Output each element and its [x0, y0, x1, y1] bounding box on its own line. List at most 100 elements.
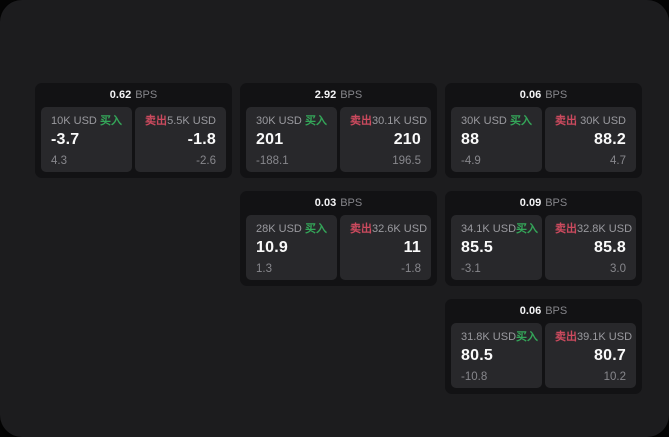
buy-amount: 30K USD — [461, 115, 507, 127]
quote-grid: 0.62 BPS 10K USD 买入 -3.7 4.3 卖出 5.5K USD — [35, 83, 642, 394]
buy-panel-top: 30K USD 买入 — [461, 115, 532, 128]
bps-unit-label: BPS — [545, 89, 568, 101]
buy-price: 201 — [256, 131, 284, 148]
sell-panel-top: 卖出 5.5K USD — [145, 115, 216, 128]
sell-panel-top: 卖出 32.8K USD — [555, 223, 632, 236]
buy-change: -3.1 — [461, 263, 481, 275]
sell-quote-panel[interactable]: 卖出 5.5K USD -1.8 -2.6 — [135, 107, 226, 172]
buy-side-label: 买入 — [510, 115, 532, 127]
buy-side-label: 买入 — [305, 115, 327, 127]
quote-panels: 28K USD 买入 10.9 1.3 卖出 32.6K USD 11 -1.8 — [246, 215, 431, 280]
sell-change: 3.0 — [610, 263, 626, 275]
sell-amount: 30K USD — [580, 115, 626, 127]
buy-panel-top: 28K USD 买入 — [256, 223, 327, 236]
quote-panels: 31.8K USD 买入 80.5 -10.8 卖出 39.1K USD 80.… — [451, 323, 636, 388]
quote-panels: 34.1K USD 买入 85.5 -3.1 卖出 32.8K USD 85.8… — [451, 215, 636, 280]
buy-quote-panel[interactable]: 30K USD 买入 88 -4.9 — [451, 107, 542, 172]
buy-amount: 28K USD — [256, 223, 302, 235]
bps-unit-label: BPS — [545, 305, 568, 317]
bps-value: 2.92 — [314, 89, 337, 101]
sell-price: 11 — [403, 239, 421, 256]
sell-price: 88.2 — [594, 131, 626, 148]
sell-change: 10.2 — [603, 371, 626, 383]
sell-price: 85.8 — [594, 239, 626, 256]
sell-quote-panel[interactable]: 卖出 32.8K USD 85.8 3.0 — [545, 215, 636, 280]
sell-quote-panel[interactable]: 卖出 32.6K USD 11 -1.8 — [340, 215, 431, 280]
buy-amount: 34.1K USD — [461, 223, 517, 235]
quote-panels: 30K USD 买入 201 -188.1 卖出 30.1K USD 210 1… — [246, 107, 431, 172]
sell-panel-top: 卖出 32.6K USD — [350, 223, 427, 236]
quote-panels: 30K USD 买入 88 -4.9 卖出 30K USD 88.2 4.7 — [451, 107, 636, 172]
bps-unit-label: BPS — [135, 89, 158, 101]
sell-change: -2.6 — [196, 155, 216, 167]
buy-change: 1.3 — [256, 263, 272, 275]
buy-side-label: 买入 — [516, 331, 539, 343]
quote-card-1: 2.92 BPS 30K USD 买入 201 -188.1 卖出 30.1K … — [240, 83, 437, 178]
buy-quote-panel[interactable]: 34.1K USD 买入 85.5 -3.1 — [451, 215, 542, 280]
bps-header: 0.09 BPS — [451, 191, 636, 215]
buy-panel-top: 34.1K USD 买入 — [461, 223, 538, 236]
quote-card-2: 0.06 BPS 30K USD 买入 88 -4.9 卖出 30K USD — [445, 83, 642, 178]
buy-price: 80.5 — [461, 347, 493, 364]
bps-header: 0.06 BPS — [451, 83, 636, 107]
buy-amount: 30K USD — [256, 115, 302, 127]
bps-unit-label: BPS — [340, 197, 363, 209]
bps-value: 0.06 — [519, 305, 542, 317]
sell-amount: 5.5K USD — [167, 115, 216, 127]
bps-header: 0.62 BPS — [41, 83, 226, 107]
sell-amount: 39.1K USD — [577, 331, 633, 343]
bps-value: 0.03 — [314, 197, 337, 209]
sell-change: 196.5 — [392, 155, 421, 167]
sell-price: 80.7 — [594, 347, 626, 364]
sell-amount: 32.6K USD — [372, 223, 428, 235]
quote-panels: 10K USD 买入 -3.7 4.3 卖出 5.5K USD -1.8 -2.… — [41, 107, 226, 172]
bps-unit-label: BPS — [340, 89, 363, 101]
sell-side-label: 卖出 — [555, 115, 577, 127]
buy-amount: 31.8K USD — [461, 331, 517, 343]
sell-panel-top: 卖出 30.1K USD — [350, 115, 427, 128]
sell-side-label: 卖出 — [555, 331, 577, 343]
quote-card-3: 0.03 BPS 28K USD 买入 10.9 1.3 卖出 32.6K US… — [240, 191, 437, 286]
sell-side-label: 卖出 — [555, 223, 577, 235]
sell-price: -1.8 — [187, 131, 216, 148]
sell-amount: 32.8K USD — [577, 223, 633, 235]
sell-quote-panel[interactable]: 卖出 39.1K USD 80.7 10.2 — [545, 323, 636, 388]
buy-price: 10.9 — [256, 239, 288, 256]
bps-unit-label: BPS — [545, 197, 568, 209]
buy-price: 88 — [461, 131, 480, 148]
bps-value: 0.62 — [109, 89, 132, 101]
buy-amount: 10K USD — [51, 115, 97, 127]
buy-side-label: 买入 — [100, 115, 122, 127]
buy-panel-top: 31.8K USD 买入 — [461, 331, 538, 344]
quote-card-5: 0.06 BPS 31.8K USD 买入 80.5 -10.8 卖出 39.1… — [445, 299, 642, 394]
buy-quote-panel[interactable]: 30K USD 买入 201 -188.1 — [246, 107, 337, 172]
sell-panel-top: 卖出 30K USD — [555, 115, 626, 128]
buy-change: -10.8 — [461, 371, 488, 383]
buy-quote-panel[interactable]: 28K USD 买入 10.9 1.3 — [246, 215, 337, 280]
bps-value: 0.09 — [519, 197, 542, 209]
quote-card-4: 0.09 BPS 34.1K USD 买入 85.5 -3.1 卖出 32.8K… — [445, 191, 642, 286]
sell-amount: 30.1K USD — [372, 115, 428, 127]
bps-header: 0.06 BPS — [451, 299, 636, 323]
buy-price: -3.7 — [51, 131, 80, 148]
sell-quote-panel[interactable]: 卖出 30K USD 88.2 4.7 — [545, 107, 636, 172]
quote-card-0: 0.62 BPS 10K USD 买入 -3.7 4.3 卖出 5.5K USD — [35, 83, 232, 178]
bps-header: 2.92 BPS — [246, 83, 431, 107]
sell-price: 210 — [393, 131, 421, 148]
sell-quote-panel[interactable]: 卖出 30.1K USD 210 196.5 — [340, 107, 431, 172]
buy-quote-panel[interactable]: 10K USD 买入 -3.7 4.3 — [41, 107, 132, 172]
buy-panel-top: 10K USD 买入 — [51, 115, 122, 128]
sell-panel-top: 卖出 39.1K USD — [555, 331, 632, 344]
sell-side-label: 卖出 — [350, 223, 372, 235]
sell-side-label: 卖出 — [350, 115, 372, 127]
buy-side-label: 买入 — [305, 223, 327, 235]
sell-change: -1.8 — [401, 263, 421, 275]
buy-quote-panel[interactable]: 31.8K USD 买入 80.5 -10.8 — [451, 323, 542, 388]
buy-price: 85.5 — [461, 239, 493, 256]
buy-change: -188.1 — [256, 155, 289, 167]
buy-change: 4.3 — [51, 155, 67, 167]
sell-change: 4.7 — [610, 155, 626, 167]
sell-side-label: 卖出 — [145, 115, 167, 127]
buy-change: -4.9 — [461, 155, 481, 167]
